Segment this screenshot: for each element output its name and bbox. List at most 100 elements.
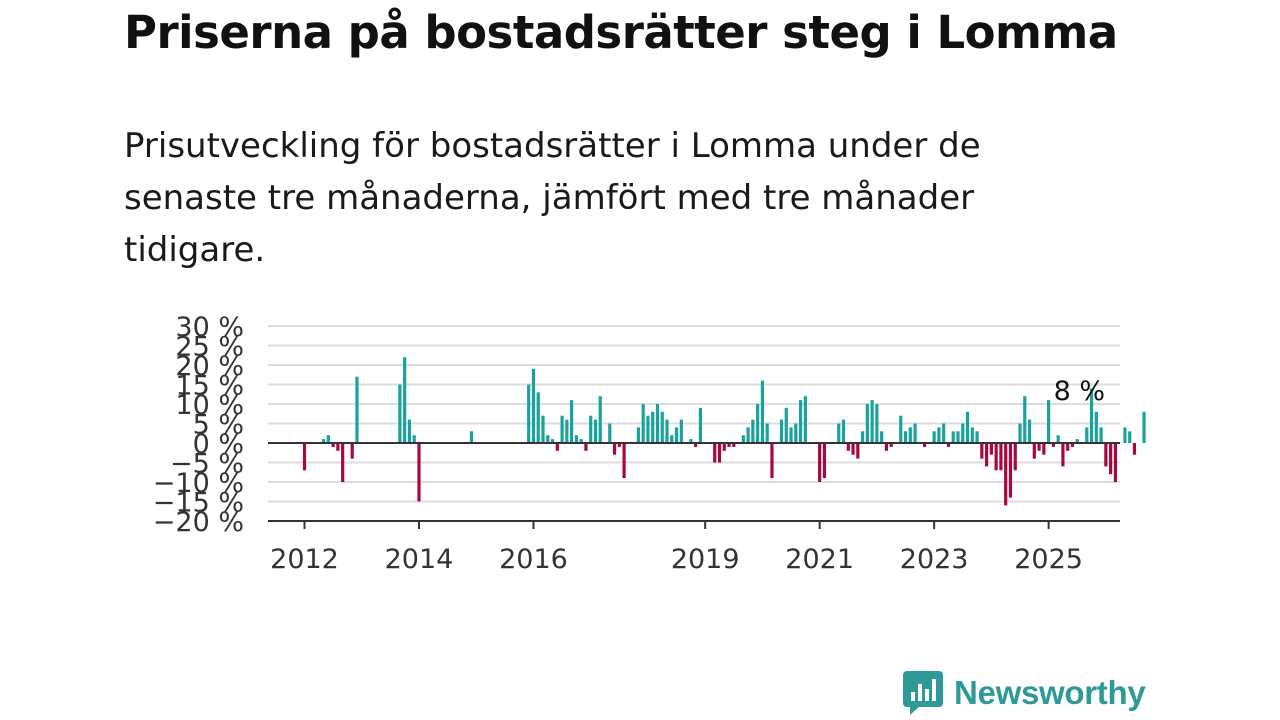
x-tick-label: 2012 bbox=[270, 544, 339, 575]
bar-negative bbox=[818, 443, 822, 482]
bar-positive bbox=[779, 419, 784, 443]
y-tick-label: −10 % bbox=[153, 468, 244, 499]
x-tick-label: 2023 bbox=[900, 544, 969, 575]
bar-negative bbox=[1004, 443, 1008, 506]
x-tick-label: 2021 bbox=[785, 544, 854, 575]
bar-negative bbox=[612, 443, 617, 455]
bar-positive bbox=[865, 404, 869, 443]
newsworthy-logo-icon bbox=[903, 671, 943, 715]
bar-negative bbox=[1104, 443, 1108, 467]
bar-positive bbox=[1075, 439, 1079, 443]
bar-positive bbox=[1085, 427, 1089, 443]
bar-positive bbox=[1047, 400, 1051, 443]
bar-positive bbox=[956, 431, 960, 443]
chart-title: Priserna på bostadsrätter steg i Lomma bbox=[124, 6, 1118, 59]
bar-positive bbox=[756, 404, 760, 443]
bar-positive bbox=[913, 423, 917, 443]
bar-positive bbox=[665, 419, 669, 443]
bar-positive bbox=[651, 411, 655, 443]
bar-positive bbox=[636, 427, 640, 443]
bar-positive bbox=[565, 419, 569, 443]
bar-positive bbox=[655, 404, 660, 443]
bar-negative bbox=[694, 443, 698, 447]
bar-negative bbox=[722, 443, 726, 451]
bar-positive bbox=[1018, 423, 1022, 443]
bar-positive bbox=[1023, 396, 1027, 443]
bar-positive bbox=[550, 439, 555, 443]
chart-subtitle: Prisutveckling för bostadsrätter i Lomma… bbox=[124, 126, 981, 270]
bar-positive bbox=[803, 396, 807, 443]
bar-negative bbox=[341, 443, 345, 482]
bar-negative bbox=[1013, 443, 1017, 471]
bar-negative bbox=[727, 443, 731, 447]
bar-negative bbox=[985, 443, 989, 467]
bar-positive bbox=[698, 407, 703, 443]
bar-positive bbox=[789, 427, 793, 443]
bar-positive bbox=[355, 376, 359, 443]
bar-positive bbox=[541, 415, 545, 443]
bar-negative bbox=[946, 443, 951, 447]
bar-negative bbox=[884, 443, 889, 451]
bar-positive bbox=[1123, 427, 1127, 443]
y-tick-label: 10 % bbox=[175, 390, 244, 421]
bar-negative bbox=[555, 443, 559, 451]
bar-positive bbox=[765, 423, 769, 443]
bar-negative bbox=[1051, 443, 1055, 447]
bar-positive bbox=[546, 435, 550, 443]
bar-positive bbox=[1027, 419, 1032, 443]
bar-positive bbox=[1099, 427, 1103, 443]
bar-negative bbox=[417, 443, 421, 502]
bar-negative bbox=[994, 443, 998, 471]
bar-positive bbox=[536, 392, 540, 443]
bar-negative bbox=[851, 443, 855, 455]
y-tick-label: 15 % bbox=[175, 371, 244, 402]
bar-positive bbox=[1128, 431, 1132, 443]
x-tick-label: 2014 bbox=[385, 544, 454, 575]
bar-positive bbox=[899, 415, 903, 443]
bar-negative bbox=[1037, 443, 1041, 451]
bar-positive bbox=[908, 427, 912, 443]
bar-negative bbox=[923, 443, 927, 447]
bar-positive bbox=[870, 400, 874, 443]
bar-positive bbox=[1094, 411, 1098, 443]
bar-positive bbox=[570, 400, 574, 443]
y-tick-label: 5 % bbox=[193, 410, 244, 441]
bar-positive bbox=[326, 435, 330, 443]
bar-negative bbox=[1061, 443, 1065, 467]
bar-positive bbox=[1089, 388, 1094, 443]
bar-positive bbox=[646, 415, 650, 443]
bar-negative bbox=[770, 443, 774, 479]
newsworthy-logo: Newsworthy bbox=[902, 668, 1146, 718]
bar-positive bbox=[741, 435, 745, 443]
bar-positive bbox=[674, 427, 679, 443]
bar-positive bbox=[679, 419, 683, 443]
bar-positive bbox=[589, 415, 593, 443]
bar-positive bbox=[975, 431, 979, 443]
bar-negative bbox=[1109, 443, 1113, 475]
bar-negative bbox=[732, 443, 736, 447]
bar-positive bbox=[970, 427, 974, 443]
bar-positive bbox=[608, 423, 612, 443]
x-tick-label: 2025 bbox=[1014, 544, 1083, 575]
bar-positive bbox=[837, 423, 841, 443]
y-tick-label: 25 % bbox=[175, 332, 244, 363]
bar-positive bbox=[670, 435, 674, 443]
bar-negative bbox=[1066, 443, 1070, 451]
y-tick-label: 30 % bbox=[175, 312, 244, 343]
bar-positive bbox=[903, 431, 908, 443]
bar-positive bbox=[760, 380, 765, 443]
bar-negative bbox=[1132, 443, 1137, 455]
bar-negative bbox=[622, 443, 626, 479]
bar-positive bbox=[527, 384, 531, 443]
last-value-label: 8 % bbox=[1054, 376, 1105, 407]
bar-negative bbox=[856, 443, 860, 459]
x-tick-label: 2019 bbox=[671, 544, 740, 575]
bar-negative bbox=[1070, 443, 1075, 447]
bar-positive bbox=[598, 396, 602, 443]
bar-positive bbox=[961, 423, 965, 443]
bar-positive bbox=[531, 368, 536, 443]
bar-positive bbox=[875, 404, 879, 443]
bar-positive bbox=[784, 407, 788, 443]
bar-positive bbox=[965, 411, 970, 443]
